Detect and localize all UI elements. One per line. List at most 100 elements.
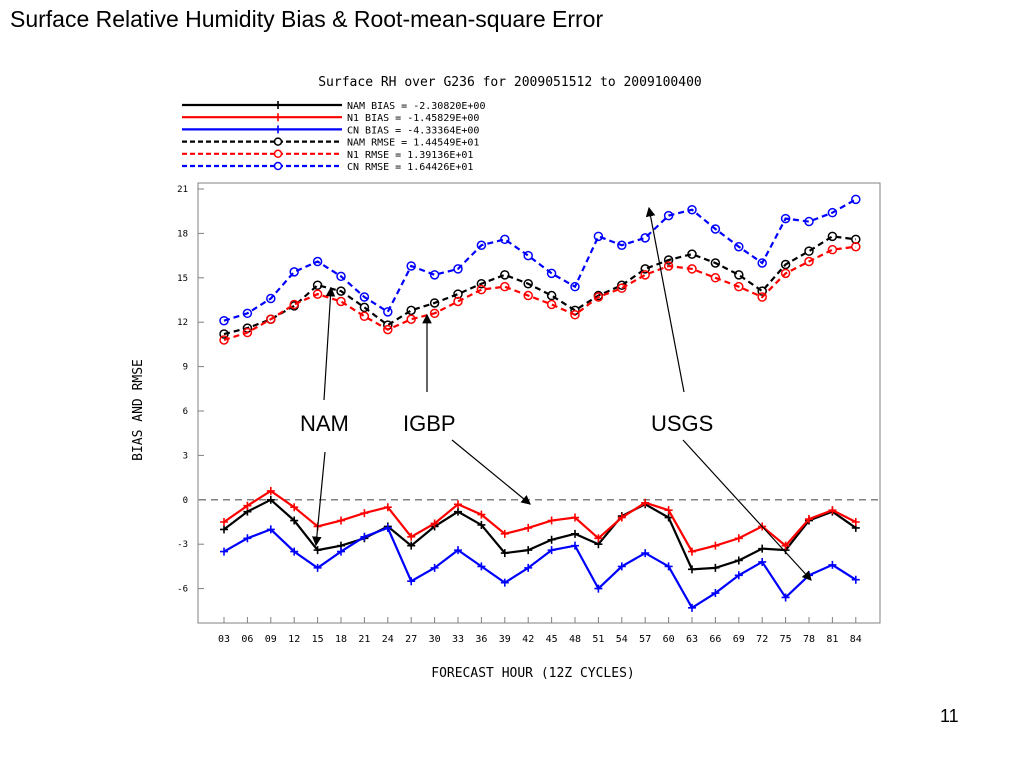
- series-n1-rmse: [219, 241, 861, 345]
- data-point: [476, 284, 487, 295]
- data-point: [757, 258, 767, 268]
- legend-item: CN BIAS = -4.33364E+00: [182, 125, 479, 136]
- data-point: [500, 270, 510, 280]
- data-point: [734, 241, 744, 252]
- data-point: [827, 231, 838, 242]
- slide-title: Surface Relative Humidity Bias & Root-me…: [10, 6, 604, 32]
- data-point: [290, 516, 299, 525]
- data-point: [219, 335, 229, 345]
- data-point: [406, 261, 416, 271]
- data-point: [593, 231, 604, 242]
- data-point: [383, 523, 392, 532]
- data-point: [711, 541, 720, 550]
- annotation-usgs: USGS: [651, 411, 713, 436]
- data-point: [734, 571, 743, 580]
- data-point: [500, 578, 509, 587]
- annotation-nam: NAM: [300, 411, 349, 436]
- y-tick-label: 3: [183, 451, 188, 461]
- data-point: [500, 234, 510, 245]
- data-point: [664, 562, 673, 571]
- data-point: [453, 296, 463, 307]
- data-point: [664, 506, 673, 515]
- data-point: [734, 534, 743, 543]
- data-point: [851, 575, 860, 584]
- data-point: [570, 281, 580, 292]
- data-point: [781, 541, 790, 550]
- y-tick-label: 9: [183, 363, 188, 373]
- x-tick-label: 33: [452, 634, 464, 645]
- data-point: [383, 503, 392, 512]
- data-point: [734, 556, 743, 565]
- data-point: [594, 584, 603, 593]
- data-point: [220, 547, 228, 556]
- data-point: [851, 241, 861, 252]
- data-point: [289, 299, 299, 310]
- data-point: [524, 523, 533, 532]
- data-point: [523, 278, 533, 289]
- data-point: [688, 565, 696, 574]
- data-point: [827, 207, 838, 218]
- data-point: [617, 562, 626, 571]
- y-tick-label: 15: [177, 274, 188, 284]
- data-point: [780, 259, 791, 270]
- data-point: [476, 240, 487, 250]
- legend-label: CN RMSE = 1.64426E+01: [347, 162, 473, 173]
- data-point: [710, 258, 721, 268]
- data-point: [593, 292, 604, 302]
- data-point: [266, 486, 275, 495]
- data-point: [407, 541, 416, 550]
- series-group: [219, 194, 861, 612]
- x-tick-label: 09: [265, 634, 277, 645]
- arrow-nam-bias: [312, 451, 326, 547]
- legend-item: N1 RMSE = 1.39136E+01: [182, 149, 473, 161]
- data-point: [220, 525, 228, 534]
- data-point: [219, 329, 229, 339]
- data-point: [687, 264, 697, 274]
- data-point: [336, 296, 346, 307]
- data-point: [454, 507, 462, 516]
- x-tick-label: 78: [803, 634, 815, 645]
- data-point: [687, 204, 697, 215]
- series-nam-rmse: [219, 231, 861, 339]
- data-point: [290, 547, 299, 556]
- legend-item: N1 BIAS = -1.45829E+00: [182, 113, 479, 124]
- data-point: [664, 513, 673, 522]
- data-point: [781, 593, 790, 602]
- data-point: [337, 547, 345, 556]
- data-point: [828, 560, 837, 569]
- y-tick-label: 6: [183, 407, 188, 417]
- legend-label: CN BIAS = -4.33364E+00: [347, 125, 479, 136]
- data-point: [594, 534, 603, 543]
- data-point: [407, 577, 416, 586]
- x-tick-label: 69: [733, 634, 745, 645]
- series-line: [223, 498, 857, 571]
- legend-marker: [273, 149, 283, 159]
- data-point: [640, 233, 650, 243]
- data-point: [688, 547, 696, 556]
- x-tick-label: 81: [826, 634, 838, 645]
- legend-label: NAM BIAS = -2.30820E+00: [347, 101, 485, 112]
- data-point: [477, 562, 486, 571]
- x-tick-label: 36: [475, 634, 487, 645]
- series-cn-rmse: [219, 194, 861, 326]
- x-tick-label: 45: [546, 634, 558, 645]
- data-point: [266, 525, 275, 534]
- data-point: [500, 529, 509, 538]
- data-point: [359, 311, 370, 322]
- data-point: [546, 268, 557, 279]
- x-tick-label: 18: [335, 634, 347, 645]
- series-line: [223, 235, 856, 336]
- data-point: [219, 315, 229, 326]
- x-tick-label: 03: [218, 634, 230, 645]
- x-tick-label: 27: [405, 634, 417, 645]
- data-point: [547, 535, 556, 544]
- data-point: [547, 546, 556, 555]
- arrow-nam-rmse: [323, 286, 336, 401]
- legend-item: NAM RMSE = 1.44549E+01: [182, 137, 479, 149]
- data-point: [477, 520, 486, 529]
- x-tick-label: 06: [241, 634, 253, 645]
- data-point: [312, 256, 323, 267]
- data-point: [640, 270, 650, 280]
